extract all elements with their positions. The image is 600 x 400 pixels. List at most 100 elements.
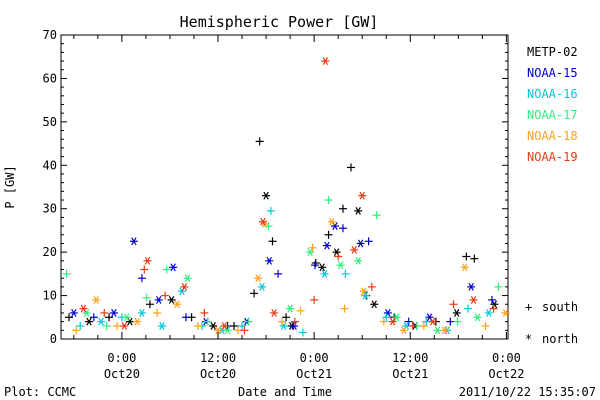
data-point-north [258,217,267,226]
data-point-north [265,256,274,265]
data-point-south [481,321,490,330]
north-symbol-glyph: * [525,332,532,346]
data-point-south [446,317,455,326]
x-tick-label-time: 0:00 [300,351,329,365]
data-point-south [100,308,109,317]
data-point-north [354,206,363,215]
data-point-south [404,317,413,326]
symbol-legend: + south * north [525,300,578,346]
data-point-north [125,317,134,326]
data-point-south [200,308,209,317]
data-point-south [367,282,376,291]
data-point-south [470,254,479,263]
data-point-north [469,296,478,304]
x-tick-label-date: Oct20 [200,367,236,381]
y-tick-label: 0 [50,332,57,346]
data-point-north [322,241,331,250]
data-point-north [356,239,365,248]
data-point-north [220,322,229,330]
data-point-north [361,291,370,300]
data-point-south [449,300,458,309]
data-point-south [346,163,355,172]
data-point-north [79,304,88,313]
data-point-south [238,321,247,330]
data-point-north [177,287,186,296]
data-point-south [244,317,253,326]
legend-entry: NOAA-18 [527,129,578,143]
data-point-south [308,243,317,252]
legend-entry: NOAA-15 [527,66,578,80]
plot-frame [60,34,509,340]
data-point-north [490,300,499,309]
data-point-north [501,309,510,317]
data-point-north [388,317,397,326]
y-tick-label: 50 [43,115,57,129]
data-point-north [358,191,367,200]
data-point-north [321,57,330,65]
data-point-south [341,269,350,278]
data-point-north [428,317,437,326]
legend-entry: NOAA-16 [527,87,578,101]
y-tick-label: 10 [43,289,57,303]
data-point-north [306,248,315,257]
data-point-north [336,261,345,270]
data-point-north [157,322,166,330]
data-point-north [133,317,142,326]
data-point-north [167,296,176,304]
data-point-north [290,322,299,330]
data-point-south [266,206,275,215]
data-point-south [113,321,122,330]
data-point-north [209,322,218,330]
data-point-north [120,322,129,330]
data-point-north [169,263,178,272]
data-point-south [334,252,343,261]
data-point-north [137,309,146,317]
data-point-south [203,317,212,326]
data-point-north [270,309,279,317]
x-tick-label-date: Oct22 [488,367,524,381]
plot-area [60,34,509,340]
legend-entry: NOAA-17 [527,108,578,122]
data-point-north [332,248,341,257]
y-tick-label: 40 [43,158,57,172]
x-axis: 0:00 Oct20 12:00 Oct20 0:00 Oct21 12:00 Oct21 0:… [73,35,524,381]
y-axis-label: P [GW] [3,165,17,208]
data-point-north [433,326,442,335]
south-symbol-label: south [542,300,578,314]
data-point-south [453,317,462,326]
data-point-north [286,304,295,313]
data-point-south [137,274,146,283]
data-point-south [382,313,391,322]
data-point-north [173,300,182,309]
south-symbol-glyph: + [525,300,532,314]
data-point-south [296,306,305,315]
data-point-north [180,282,189,291]
data-point-north [129,237,138,246]
data-point-south [181,313,190,322]
data-point-north [214,326,223,335]
x-tick-label-time: 12:00 [200,351,236,365]
data-point-south [278,317,287,326]
data-point-south [338,204,347,213]
x-axis-label: Date and Time [238,385,332,399]
y-tick-label: 60 [43,71,57,85]
legend-entry: METP-02 [527,45,578,59]
data-point-south [310,261,319,270]
data-point-north [262,191,271,200]
data-point-south [105,313,114,322]
data-point-south [161,291,170,300]
data-point-south [379,317,388,326]
data-point-south [62,269,71,278]
data-point-south [255,137,264,146]
legend-entry: NOAA-19 [527,150,578,164]
data-point-south [338,224,347,233]
data-point-north [359,287,368,296]
data-point-north [399,326,408,335]
data-point-south [310,295,319,304]
chart-title: Hemispheric Power [GW] [180,13,379,31]
data-point-north [370,300,379,309]
data-point-north [318,263,327,272]
data-point-north [440,326,449,335]
data-point-north [460,263,469,272]
data-point-south [489,304,498,313]
